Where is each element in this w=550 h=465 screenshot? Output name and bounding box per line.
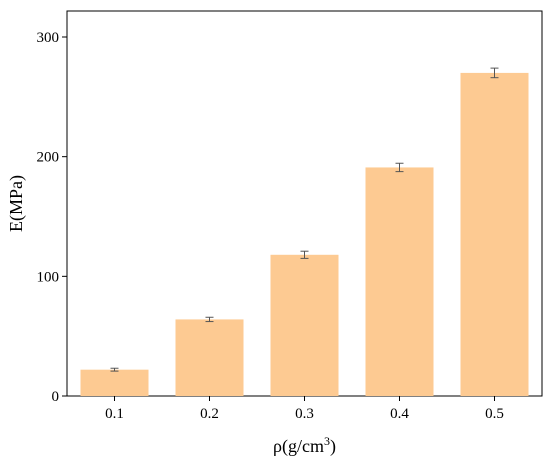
y-tick-label-0: 0 <box>52 389 60 405</box>
y-tick-label-200: 200 <box>37 150 60 166</box>
bar-0.4 <box>365 167 434 396</box>
y-tick-label-300: 300 <box>37 30 60 46</box>
y-axis: 0 100 200 300 <box>37 30 67 405</box>
x-axis-label-superscript: 3 <box>324 434 330 448</box>
errorbars-group <box>110 67 499 372</box>
bars-group <box>80 72 529 397</box>
x-axis-label-main: ρ(g/cm <box>273 436 324 457</box>
bar-0.2 <box>175 319 244 396</box>
x-tick-label-0.4: 0.4 <box>390 406 409 422</box>
x-tick-label-0.5: 0.5 <box>485 406 504 422</box>
bar-0.1 <box>80 369 149 396</box>
x-axis: 0.1 0.2 0.3 0.4 0.5 <box>105 396 504 422</box>
y-tick-label-100: 100 <box>37 269 60 285</box>
x-tick-label-0.2: 0.2 <box>200 406 219 422</box>
x-tick-label-0.1: 0.1 <box>105 406 124 422</box>
bar-0.3 <box>270 254 339 396</box>
x-axis-label-close: ) <box>330 436 336 457</box>
x-tick-label-0.3: 0.3 <box>295 406 314 422</box>
x-axis-label: ρ(g/cm3) <box>273 434 336 457</box>
bar-0.5 <box>460 72 529 397</box>
y-axis-label: E(MPa) <box>6 175 27 232</box>
